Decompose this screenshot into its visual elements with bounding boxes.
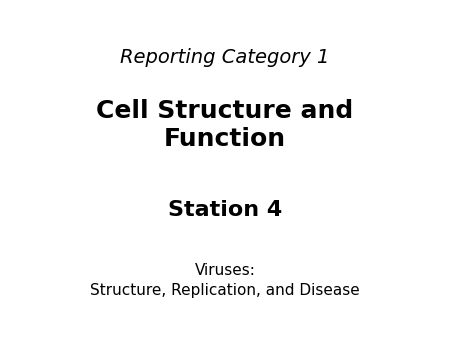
Text: Reporting Category 1: Reporting Category 1	[120, 48, 330, 67]
Text: Station 4: Station 4	[168, 199, 282, 220]
Text: Viruses:
Structure, Replication, and Disease: Viruses: Structure, Replication, and Dis…	[90, 263, 360, 298]
Text: Cell Structure and
Function: Cell Structure and Function	[96, 99, 354, 151]
